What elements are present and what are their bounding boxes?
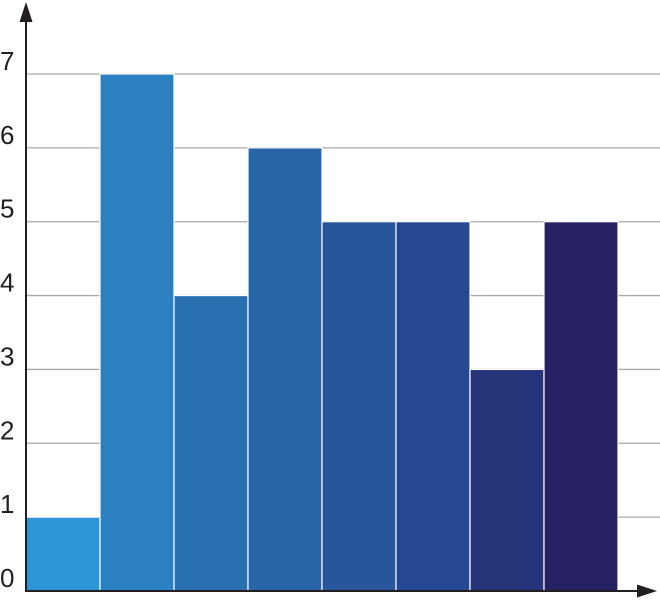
- bar-3: [173, 294, 249, 592]
- axes: [19, 2, 657, 598]
- y-tick-label-1: 1: [0, 489, 14, 519]
- bars: [25, 73, 619, 592]
- y-tick-label-3: 3: [0, 341, 14, 371]
- x-axis-arrow: [637, 584, 657, 598]
- y-tick-label-0: 0: [0, 563, 14, 593]
- y-tick-label-2: 2: [0, 415, 14, 445]
- bar-5: [321, 221, 397, 592]
- y-tick-labels: 0 1 2 3 4 5 6 7: [0, 46, 14, 593]
- y-axis-arrow: [19, 2, 33, 22]
- bar-7: [469, 368, 545, 592]
- bar-8: [543, 221, 619, 592]
- bar-2: [99, 73, 175, 592]
- bar-1: [25, 516, 101, 592]
- y-tick-label-6: 6: [0, 120, 14, 150]
- y-tick-label-5: 5: [0, 194, 14, 224]
- bar-4: [247, 147, 323, 592]
- y-tick-label-7: 7: [0, 46, 14, 76]
- bar-6: [395, 221, 471, 592]
- y-tick-label-4: 4: [0, 268, 14, 298]
